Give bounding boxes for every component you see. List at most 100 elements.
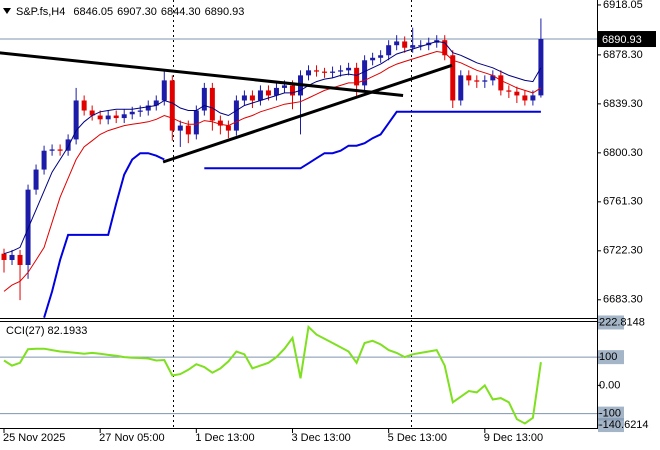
- cci-line: [3, 324, 542, 425]
- x-tick-label: 9 Dec 13:00: [484, 432, 543, 444]
- x-tick-label: 5 Dec 13:00: [388, 432, 447, 444]
- candle-body: [386, 45, 392, 56]
- candle-body: [217, 120, 223, 126]
- candle-body: [418, 45, 424, 47]
- candle-body: [137, 110, 143, 112]
- candle-body: [370, 57, 376, 61]
- y-tick-label: 6722.30: [603, 245, 643, 257]
- candle-body: [378, 55, 384, 58]
- candle-body: [410, 45, 416, 48]
- candle-body: [482, 80, 488, 82]
- candle-body: [105, 115, 111, 120]
- candle-body: [241, 95, 247, 101]
- candle-body: [402, 41, 408, 48]
- symbol: S&P.fs,H4: [16, 6, 65, 18]
- candle-body: [177, 125, 183, 131]
- indicator-line: [3, 50, 542, 292]
- candle-body: [354, 67, 360, 86]
- candle-body: [1, 253, 7, 260]
- candle-body: [17, 254, 23, 265]
- high-label: 6907.30: [117, 6, 157, 18]
- candle-body: [185, 125, 191, 135]
- y-tick-label: 6683.30: [603, 294, 643, 306]
- candle-body: [57, 149, 63, 151]
- y-tick-label: 6761.30: [603, 196, 643, 208]
- candle-body: [394, 41, 400, 46]
- x-tick-label: 25 Nov 2025: [3, 432, 65, 444]
- indicator-line: [43, 110, 541, 318]
- candle-body: [161, 80, 167, 101]
- candle-body: [458, 75, 464, 101]
- candle-body: [89, 110, 95, 116]
- indicator-title: CCI(27) 82.1933: [6, 325, 87, 337]
- candle-body: [289, 85, 295, 96]
- candle-body: [169, 80, 175, 131]
- indicator-line: [3, 40, 542, 255]
- candle-body: [41, 150, 47, 170]
- open-label: 6846.05: [73, 6, 113, 18]
- trendline: [162, 63, 453, 164]
- candle-body: [498, 75, 504, 91]
- candle-body: [129, 111, 135, 115]
- candle-body: [281, 85, 287, 88]
- candle-body: [265, 90, 271, 96]
- y-tick-label: 100: [599, 351, 617, 363]
- x-tick-label: 3 Dec 13:00: [291, 432, 350, 444]
- y-tick-label: 222.8148: [599, 316, 645, 328]
- last-price-label: 6890.93: [602, 34, 642, 46]
- candle-body: [65, 139, 71, 151]
- candle-body: [121, 114, 127, 119]
- candle-body: [322, 71, 328, 73]
- y-tick-box: [598, 418, 624, 433]
- candle-body: [201, 87, 207, 111]
- close-label: 6890.93: [205, 6, 245, 18]
- candle-body: [153, 100, 159, 106]
- candle-body: [338, 70, 344, 72]
- candle-body: [514, 91, 520, 96]
- y-tick-label: 6839.30: [603, 98, 643, 110]
- x-tick-label: 1 Dec 13:00: [195, 432, 254, 444]
- y-tick-label: 0.00: [599, 379, 620, 391]
- candle-body: [538, 39, 544, 96]
- trendline: [0, 51, 404, 97]
- x-tick-label: 27 Nov 05:00: [99, 432, 164, 444]
- y-tick-label: 6800.30: [603, 147, 643, 159]
- candle-body: [330, 71, 336, 73]
- candle-body: [97, 115, 103, 120]
- chart-header: S&P.fs,H4 6846.05 6907.30 6844.30 6890.93: [16, 6, 244, 18]
- candle-body: [225, 125, 231, 131]
- candle-body: [257, 90, 263, 101]
- y-tick-box: [598, 315, 624, 330]
- y-tick-label: 6918.05: [603, 0, 643, 11]
- candle-body: [306, 70, 312, 76]
- y-tick-label: -100: [599, 408, 621, 420]
- candle-body: [233, 100, 239, 131]
- candle-body: [113, 115, 119, 119]
- y-tick-label: -140.6214: [599, 419, 649, 431]
- low-label: 6844.30: [161, 6, 201, 18]
- candle-body: [33, 169, 39, 190]
- candle-body: [362, 60, 368, 86]
- candle-body: [209, 87, 215, 121]
- candle-body: [145, 105, 151, 111]
- candle-body: [49, 149, 55, 151]
- candle-body: [273, 87, 279, 96]
- candle-body: [450, 55, 456, 101]
- candle-body: [490, 75, 496, 81]
- menu-arrow: [3, 8, 11, 14]
- candle-body: [73, 100, 79, 140]
- candle-body: [474, 80, 480, 82]
- y-tick-label: 6878.30: [603, 49, 643, 61]
- candle-body: [466, 75, 472, 81]
- candle-body: [193, 110, 199, 135]
- candle-body: [442, 40, 448, 56]
- candle-body: [530, 95, 536, 101]
- candle-body: [506, 90, 512, 92]
- y-tick-box: [598, 406, 624, 421]
- candle-body: [9, 254, 15, 260]
- candle-body: [346, 67, 352, 71]
- candle-body: [314, 70, 320, 72]
